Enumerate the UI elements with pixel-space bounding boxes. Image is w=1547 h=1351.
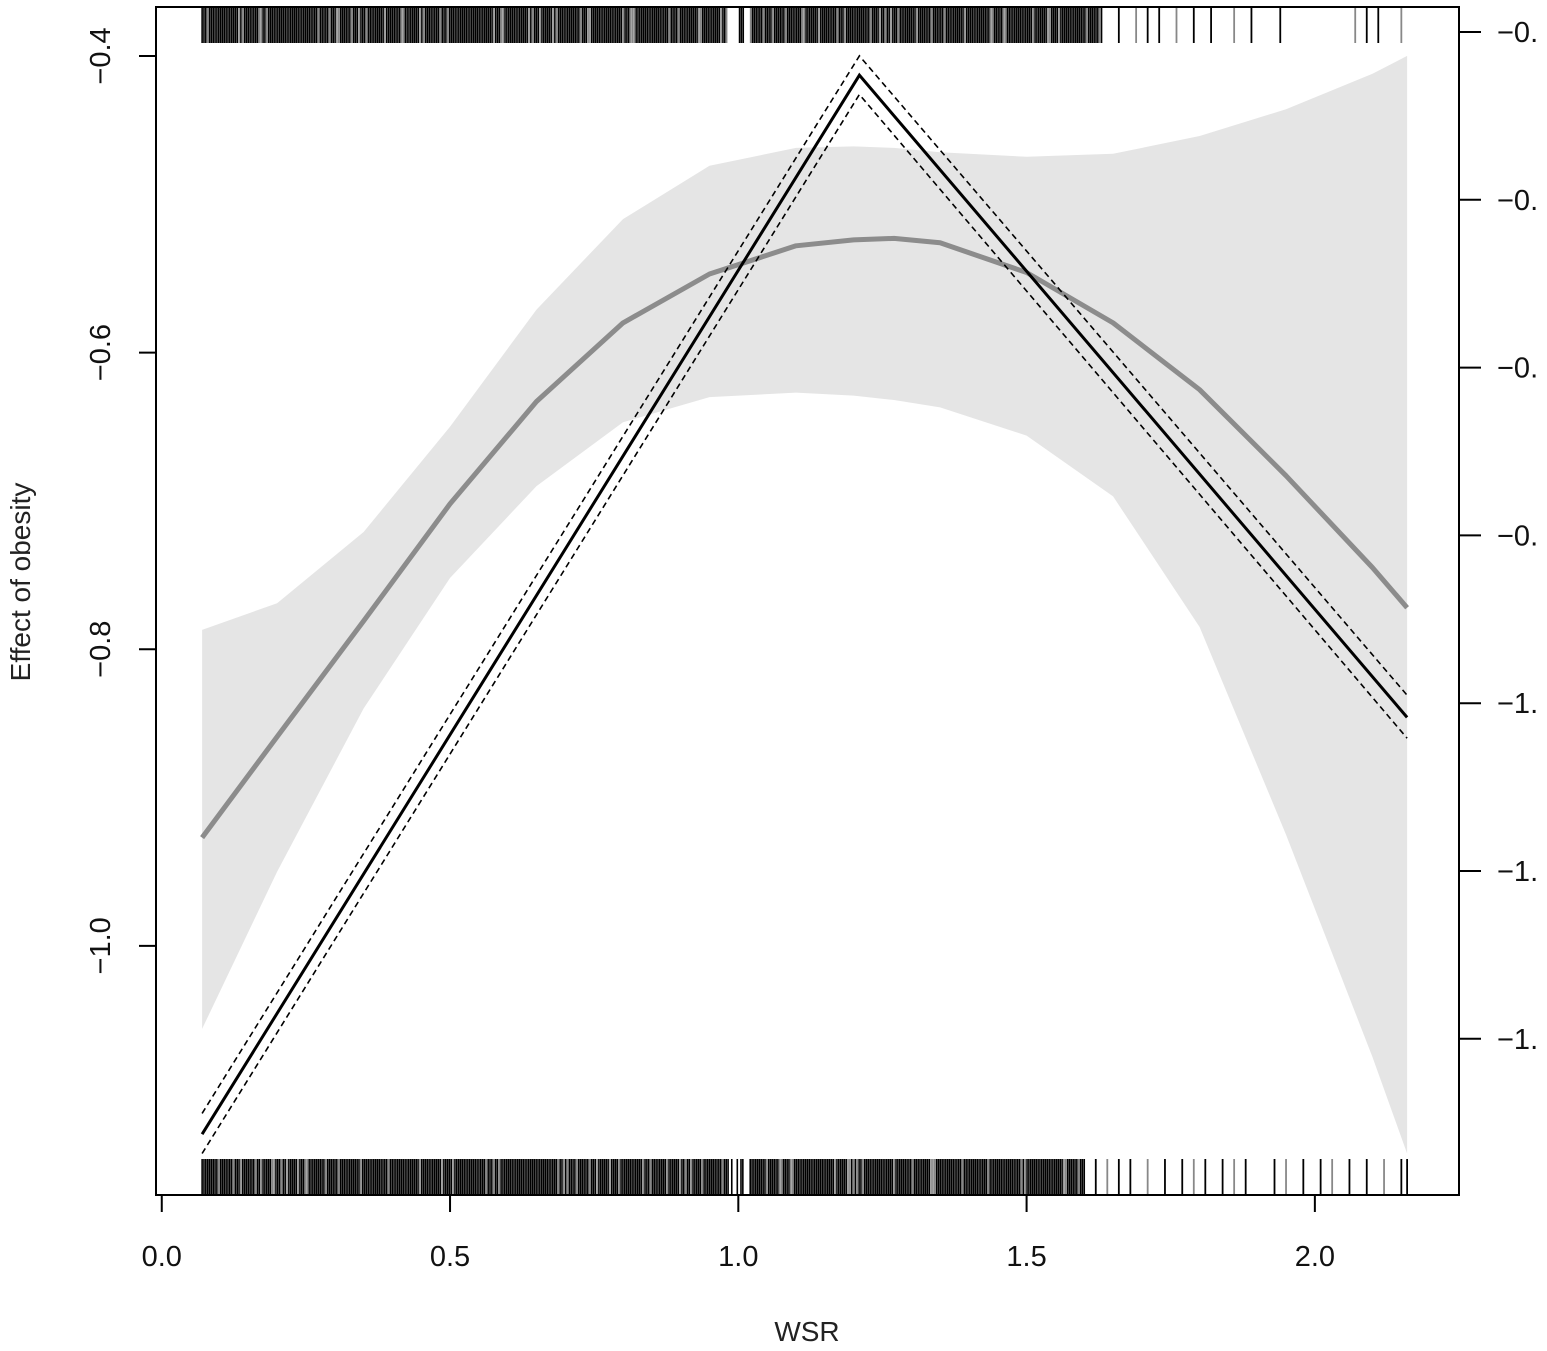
y-tick-label: −0.8 [85, 621, 117, 678]
y-tick-label: −1.0 [85, 917, 117, 974]
right-tick-label: −0. [1497, 17, 1538, 49]
axes: 0.0 0.5 1.0 1.5 2.0 −1.0 −0.8 −0.6 −0.4 −0. −0. −0.… [85, 17, 1538, 1273]
x-tick-label: 0.5 [430, 1241, 470, 1273]
x-tick-label: 1.0 [718, 1241, 758, 1273]
y-axis-title: Effect of obesity [5, 483, 36, 682]
right-tick-label: −1. [1497, 688, 1538, 720]
series-line-piecewise-dashed-lower [201, 93, 1408, 1154]
y-tick-label: −0.6 [85, 324, 117, 381]
series-lines [200, 54, 1409, 1154]
series-line-piecewise-black [200, 72, 1409, 1135]
right-tick-label: −0. [1497, 520, 1538, 552]
right-tick-label: −0. [1497, 353, 1538, 385]
rug-marks [201, 7, 1409, 1195]
x-axis-title: WSR [774, 1316, 839, 1347]
right-tick-label: −0. [1497, 185, 1538, 217]
x-tick-label: 0.0 [142, 1241, 182, 1273]
right-tick-label: −1. [1497, 1024, 1538, 1056]
confidence-band-area [202, 55, 1408, 1154]
series-line-piecewise-dashed-upper [201, 54, 1408, 1114]
y-tick-label: −0.4 [85, 27, 117, 84]
series-line-smooth-gray [200, 235, 1409, 840]
x-tick-label: 1.5 [1006, 1241, 1046, 1273]
confidence-band [202, 55, 1408, 1154]
x-tick-label: 2.0 [1295, 1241, 1335, 1273]
right-tick-label: −1. [1497, 856, 1538, 888]
